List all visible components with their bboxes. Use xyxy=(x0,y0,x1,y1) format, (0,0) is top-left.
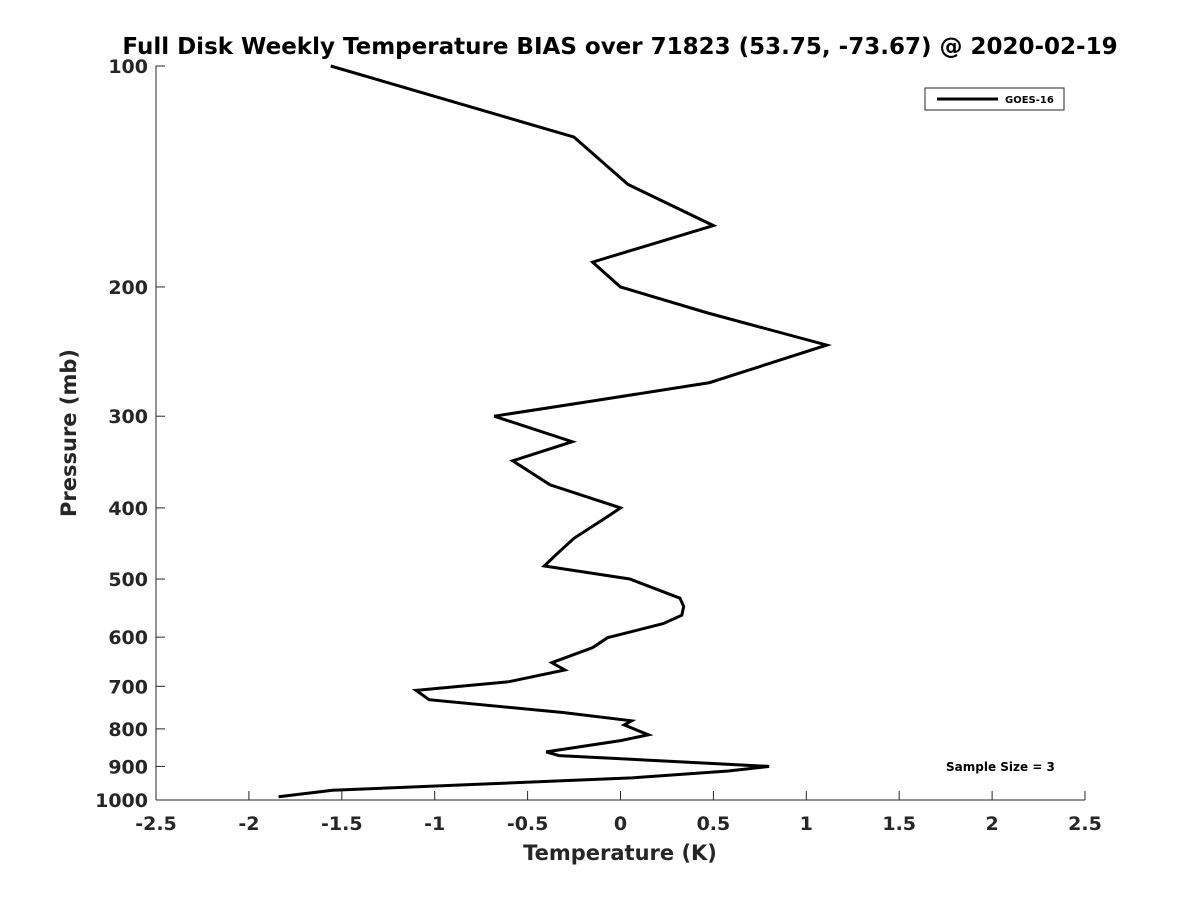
x-tick-label: -0.5 xyxy=(507,813,549,835)
plot-area: -2.5 -2 -1.5 -1 -0.5 0 0.5 1 1.5 2 2.5 100 200 300 40… xyxy=(95,56,1102,835)
y-tick-label: 600 xyxy=(108,627,148,649)
legend: GOES-16 xyxy=(924,87,1065,111)
y-tick-label: 1000 xyxy=(95,790,148,812)
x-tick-label: -2 xyxy=(238,813,259,835)
x-tick-label: 0.5 xyxy=(697,813,731,835)
y-axis-label: Pressure (mb) xyxy=(57,349,81,517)
y-tick-label: 900 xyxy=(108,756,148,778)
series-line-goes-16 xyxy=(278,64,832,799)
x-tick-label: -2.5 xyxy=(135,813,177,835)
x-tick-label: 1 xyxy=(800,813,813,835)
x-tick-label: 2.5 xyxy=(1068,813,1102,835)
x-axis-ticks: -2.5 -2 -1.5 -1 -0.5 0 0.5 1 1.5 2 2.5 xyxy=(135,791,1102,835)
y-tick-label: 300 xyxy=(108,406,148,428)
x-tick-label: 1.5 xyxy=(882,813,916,835)
sample-size-note: Sample Size = 3 xyxy=(946,760,1055,774)
y-tick-label: 700 xyxy=(108,676,148,698)
chart-title: Full Disk Weekly Temperature BIAS over 7… xyxy=(122,34,1117,60)
y-tick-label: 500 xyxy=(108,569,148,591)
y-tick-label: 200 xyxy=(108,277,148,299)
y-tick-label: 800 xyxy=(108,719,148,741)
x-tick-label: -1.5 xyxy=(321,813,363,835)
x-tick-label: 2 xyxy=(985,813,998,835)
y-tick-label: 100 xyxy=(108,56,148,78)
x-tick-label: 0 xyxy=(614,813,627,835)
x-axis-label: Temperature (K) xyxy=(523,841,717,865)
y-tick-label: 400 xyxy=(108,498,148,520)
y-axis-ticks: 100 200 300 400 500 600 700 800 900 1000 xyxy=(95,56,165,812)
x-tick-label: -1 xyxy=(424,813,445,835)
legend-label-goes-16: GOES-16 xyxy=(1005,95,1054,106)
